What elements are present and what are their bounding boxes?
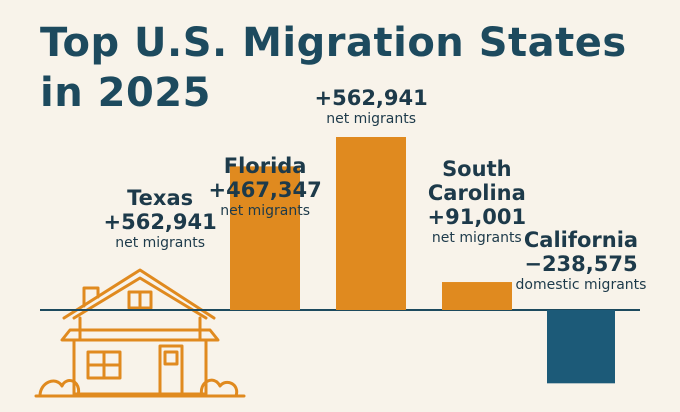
- data-label-value: +562,941: [314, 86, 428, 110]
- bar-label-2: +562,941 net migrants: [315, 86, 428, 128]
- data-label-unit: net migrants: [220, 203, 311, 219]
- title-line-1: Top U.S. Migration States: [40, 20, 627, 66]
- bar-label-1: Florida +467,347 net migrants: [209, 154, 322, 220]
- category-name: Florida: [223, 154, 307, 178]
- data-label-value: +562,941: [103, 210, 217, 234]
- bar-2: [336, 137, 406, 310]
- bar-4: [547, 310, 615, 384]
- title-line-2: in 2025: [40, 70, 211, 116]
- house-icon: [34, 268, 246, 398]
- bar-1: [230, 166, 300, 310]
- category-name: California: [523, 228, 639, 252]
- data-label-unit: net migrants: [431, 230, 522, 246]
- category-name: Carolina: [427, 181, 526, 205]
- data-label-unit: net migrants: [326, 111, 417, 127]
- category-name: Texas: [127, 186, 194, 210]
- data-label-value: +467,347: [208, 178, 322, 202]
- data-label-value: −238,575: [524, 252, 638, 276]
- data-label-unit: net migrants: [115, 235, 206, 251]
- category-name: South: [442, 157, 512, 181]
- data-label-unit: domestic migrants: [515, 277, 647, 293]
- bar-label-0: Texas +562,941 net migrants: [104, 186, 217, 252]
- data-label-value: +91,001: [427, 205, 527, 229]
- bar-3: [442, 282, 512, 310]
- bar-label-4: California −238,575 domestic migrants: [516, 228, 647, 294]
- bar-label-3: South Carolina +91,001 net migrants: [428, 157, 527, 247]
